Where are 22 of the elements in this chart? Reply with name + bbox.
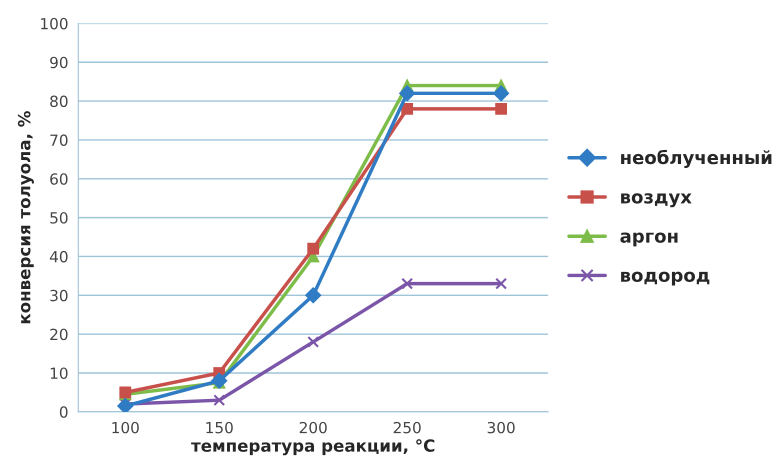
x-tick-label: 200 (300, 422, 327, 434)
x-tick-label: 250 (394, 422, 421, 434)
y-tick-label: 50 (50, 212, 68, 224)
y-tick-label: 30 (50, 290, 68, 302)
legend-label: воздух (621, 193, 692, 208)
x-tick-label: 300 (488, 422, 515, 434)
x-axis-title: температура реакции, °С (191, 439, 434, 456)
y-tick-label: 80 (50, 96, 68, 108)
y-tick-label: 20 (50, 328, 68, 340)
y-tick-label: 100 (41, 18, 68, 30)
y-tick-label: 0 (60, 406, 68, 418)
y-tick-label: 70 (50, 134, 68, 146)
legend-label: необлученный (621, 150, 772, 168)
x-tick-label: 100 (112, 422, 139, 434)
legend-label: аргон (620, 232, 678, 246)
y-tick-label: 60 (50, 173, 68, 185)
y-tick-label: 10 (50, 367, 68, 380)
y-axis-title: конверсия толуола, % (18, 111, 34, 324)
legend-label: водород (621, 272, 710, 286)
x-tick-label: 150 (206, 422, 233, 434)
y-tick-label: 40 (50, 250, 68, 262)
y-tick-label: 90 (50, 56, 68, 68)
